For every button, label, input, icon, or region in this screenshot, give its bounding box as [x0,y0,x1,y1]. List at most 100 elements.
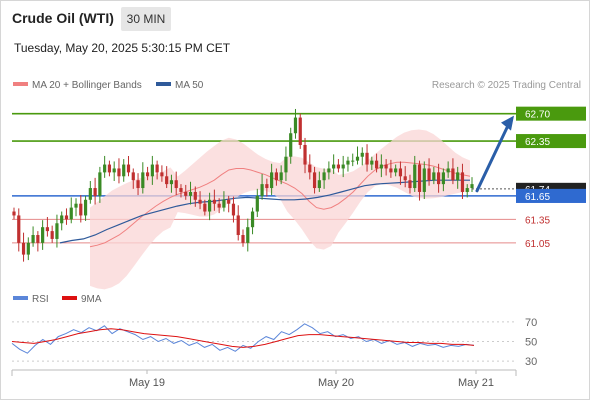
candle-body [432,172,436,181]
candle-body [198,199,202,204]
x-tick-label: May 21 [458,377,494,389]
candle-body [427,168,431,181]
candle-body [174,180,178,189]
candle-body [250,211,255,228]
candle-body [398,168,403,177]
candle-body [136,180,140,189]
candle-body [165,176,169,185]
candle-body [131,172,135,181]
candle-body [327,168,331,173]
candle-body [365,152,369,165]
candle-body [332,164,336,169]
level-badge-62.35 [516,134,586,149]
candle-body [203,203,207,212]
candle-body [465,188,469,192]
candle-body [460,172,465,192]
rsi-label: RSI [32,294,49,305]
candle-body [456,172,460,181]
candle-body [98,172,102,196]
level-badge-62.70 [516,106,586,121]
candle-body [408,180,412,189]
candle-body [50,231,54,239]
candle-body [21,242,26,255]
candle-body [370,160,374,165]
candle-body [184,191,188,196]
x-tick-label: May 20 [318,377,354,389]
candle-body [265,184,269,189]
candle-body [446,168,450,173]
candle-body [122,164,126,177]
candle-body [45,227,49,232]
ma50-label: MA 50 [175,80,204,91]
candle-body [241,235,245,243]
rsi-line [11,323,475,354]
candle-body [31,235,35,243]
level-label-62.70: 62.70 [525,110,550,121]
rsi-tick-50: 50 [525,336,537,348]
candle-body [284,156,288,173]
bollinger-band [90,129,470,290]
candle-body [188,191,193,196]
legend-ma20: MA 20 + Bollinger Bands [13,80,142,91]
candle-body [246,227,250,243]
credit-text: Research © 2025 Trading Central [431,80,581,91]
candle-body [394,168,398,173]
candle-body [126,164,131,173]
candle-body [417,164,422,192]
ma9-swatch [62,296,77,301]
candle-body [69,207,73,220]
candle-body [12,211,16,216]
candle-body [212,199,216,204]
ma20-line [89,161,471,248]
candle-body [317,180,321,189]
candle-body [179,188,183,192]
candle-body [270,172,274,189]
candle-body [231,203,236,216]
candle-body [107,164,112,173]
timeframe-button[interactable]: 30 MIN [121,7,171,31]
candle-body [308,164,312,173]
ma20-label: MA 20 + Bollinger Bands [32,80,142,91]
candle-body [451,168,455,181]
instrument-title: Crude Oil (WTI) [12,10,114,26]
ma50-swatch [156,82,171,87]
candle-body [298,117,302,145]
rsi-tick-70: 70 [525,317,537,329]
candle-body [289,133,293,157]
candle-body [150,164,154,177]
projection-arrow-head [501,115,514,131]
candle-body [341,164,345,169]
legend-rsi: RSI [13,294,49,305]
candle-body [346,160,350,165]
candle-body [470,184,474,189]
candle-body [389,168,393,173]
candle-body [117,168,121,177]
candle-body [441,172,445,185]
level-label-61.35: 61.35 [525,215,550,226]
timestamp: Tuesday, May 20, 2025 5:30:15 PM CET [14,41,231,55]
candle-body [422,168,426,192]
candle-body [26,242,30,255]
candle-body [155,164,159,173]
candle-body [274,172,278,181]
candle-body [384,164,388,169]
candle-body [41,227,45,243]
candle-body [279,172,283,181]
candle-body [355,156,360,161]
candle-body [227,199,231,204]
candle-body [17,215,21,243]
candle-body [437,172,441,185]
candle-body [236,215,240,236]
candle-body [36,235,40,243]
candle-body [83,199,88,216]
candle-body [260,184,264,196]
candle-body [103,164,107,173]
pivot-label: 61.65 [525,192,550,203]
candle-body [208,199,212,212]
candle-body [413,164,417,189]
legend-ma50: MA 50 [156,80,203,91]
candle-body [379,164,383,169]
candle-body [322,172,326,181]
rsi-ma9-line [11,328,475,348]
